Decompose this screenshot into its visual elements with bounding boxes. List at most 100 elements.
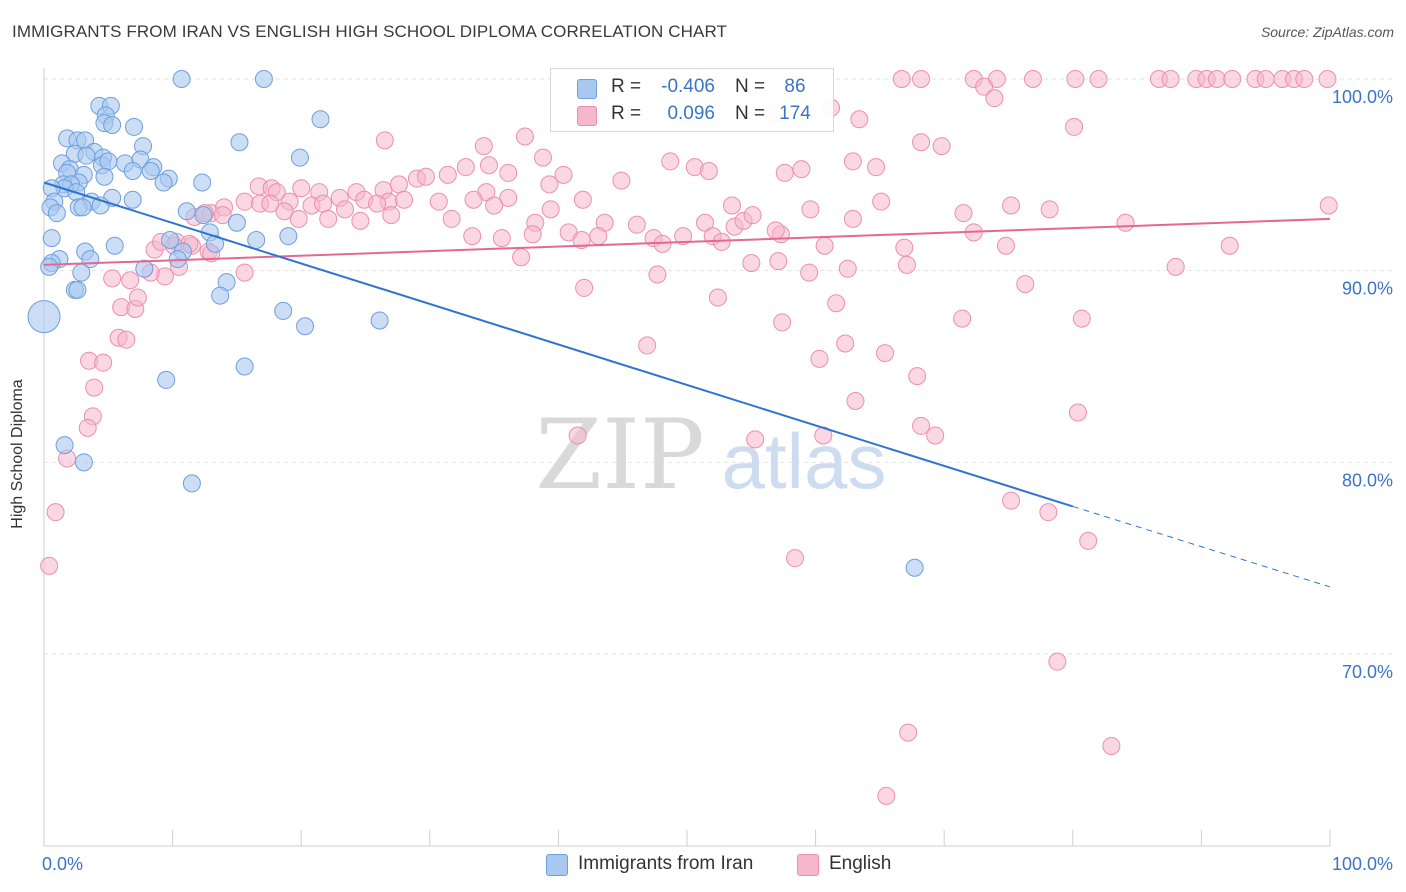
- iran-point: [154, 173, 173, 192]
- iran-point: [194, 206, 213, 225]
- english-point: [912, 70, 931, 88]
- english-point: [1220, 236, 1239, 255]
- english-point: [314, 194, 333, 213]
- english-point: [485, 196, 504, 215]
- iran-point: [172, 70, 191, 88]
- english-point: [699, 162, 718, 180]
- english-point: [648, 265, 667, 284]
- iran-point: [73, 198, 92, 217]
- english-point: [836, 334, 855, 353]
- english-point: [382, 206, 401, 225]
- english-points: [40, 70, 1338, 805]
- correlation-legend: R = -0.406 N = 86 R = 0.096 N = 174: [550, 68, 834, 132]
- axes: [43, 68, 1331, 847]
- legend-n-label: N =: [735, 103, 766, 124]
- english-point: [792, 160, 811, 179]
- english-point: [627, 215, 646, 234]
- legend-r-value: -0.406: [661, 76, 715, 97]
- english-point: [1102, 737, 1121, 755]
- english-point: [1072, 309, 1091, 328]
- legend-row-english: R = 0.096 N = 174: [551, 100, 833, 128]
- english-point: [499, 163, 518, 182]
- english-point: [985, 89, 1004, 108]
- iran-point: [72, 263, 91, 282]
- english-point: [213, 206, 232, 225]
- english-point: [800, 263, 819, 282]
- english-point: [46, 503, 65, 522]
- english-point: [117, 330, 136, 349]
- english-point: [638, 336, 657, 355]
- iran-point: [161, 231, 180, 249]
- iran-point: [68, 280, 87, 299]
- english-point: [932, 137, 951, 156]
- english-point: [474, 137, 493, 156]
- english-point: [1318, 70, 1337, 88]
- english-point: [708, 288, 727, 307]
- x-tick-label: 100.0%: [1332, 854, 1393, 874]
- legend-n-value: 86: [784, 76, 806, 97]
- iran-point: [182, 474, 201, 493]
- watermark-zip: ZIP: [535, 399, 704, 511]
- iran-point: [311, 110, 330, 129]
- english-point: [838, 259, 857, 278]
- english-point: [573, 190, 592, 209]
- english-point: [846, 392, 865, 410]
- english-point: [773, 313, 792, 332]
- english-point: [1065, 117, 1084, 136]
- english-point: [1161, 70, 1180, 88]
- english-point: [850, 110, 869, 129]
- x-tick-label: 0.0%: [42, 854, 83, 874]
- english-point: [554, 165, 573, 184]
- iran-point: [105, 236, 124, 255]
- iran-point: [235, 357, 254, 376]
- trend-lines: [43, 181, 1331, 588]
- iran-point: [230, 133, 249, 152]
- english-point: [742, 254, 761, 272]
- english-point: [1207, 70, 1226, 88]
- english-point: [121, 271, 140, 290]
- english-point: [389, 175, 408, 194]
- iran-point: [47, 204, 66, 223]
- iran-point: [123, 162, 142, 180]
- english-point: [954, 204, 973, 223]
- english-point: [766, 221, 785, 240]
- english-point: [523, 225, 542, 244]
- english-point: [289, 209, 308, 228]
- legend-swatch-iran: [577, 79, 597, 99]
- watermark: ZIP atlas: [535, 399, 886, 511]
- english-point: [275, 202, 294, 221]
- legend-swatch-english: [577, 106, 597, 126]
- english-point: [1089, 70, 1108, 88]
- iran-point: [211, 286, 230, 305]
- english-point: [996, 236, 1015, 255]
- english-point: [769, 252, 788, 271]
- english-point: [589, 227, 608, 246]
- iran-point: [254, 70, 273, 88]
- iran-point: [274, 301, 293, 320]
- iran-point: [55, 436, 74, 455]
- english-point: [953, 309, 972, 328]
- series-swatch-iran: [546, 854, 568, 876]
- english-point: [85, 378, 104, 397]
- english-point: [512, 248, 531, 267]
- english-point: [1002, 491, 1021, 510]
- english-point: [1079, 531, 1098, 550]
- legend-n-value: 174: [779, 103, 811, 124]
- iran-point: [125, 117, 144, 136]
- english-point: [895, 238, 914, 257]
- english-point: [612, 171, 631, 190]
- iran-points: [27, 70, 924, 577]
- english-point: [319, 209, 338, 228]
- english-point: [926, 426, 945, 445]
- english-point: [515, 127, 534, 146]
- series-label-english: English: [829, 853, 892, 874]
- english-point: [1068, 403, 1087, 422]
- english-point: [351, 211, 370, 230]
- english-point: [429, 192, 448, 211]
- english-point: [235, 192, 254, 211]
- english-point: [368, 194, 387, 213]
- english-point: [1256, 70, 1275, 88]
- english-point: [1066, 70, 1085, 88]
- legend-r-label: R =: [611, 76, 642, 97]
- english-point: [416, 167, 435, 186]
